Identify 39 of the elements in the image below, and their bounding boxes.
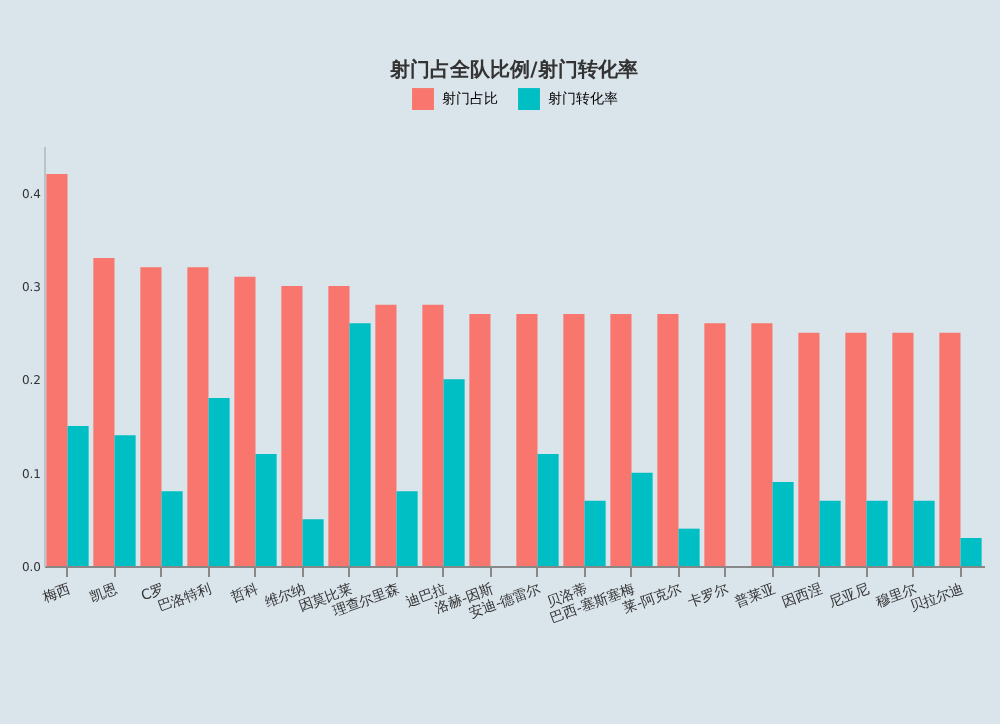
bar — [631, 472, 653, 566]
bar — [161, 491, 183, 566]
bar — [234, 276, 256, 566]
bar — [798, 332, 820, 566]
bar — [396, 491, 418, 566]
bar — [960, 538, 982, 566]
bar — [67, 426, 89, 566]
bar — [866, 500, 888, 566]
bar — [140, 267, 162, 566]
bar — [892, 332, 914, 566]
chart-title: 射门占全队比例/射门转化率 — [388, 58, 638, 82]
bar — [913, 500, 935, 566]
bar — [704, 323, 726, 566]
bar — [187, 267, 209, 566]
bar — [349, 323, 371, 566]
bar — [516, 314, 538, 566]
bar — [563, 314, 585, 566]
bar — [751, 323, 773, 566]
bar — [469, 314, 491, 566]
bar — [443, 379, 465, 566]
bar — [281, 286, 303, 566]
bar — [208, 398, 230, 566]
bar — [93, 258, 115, 566]
bar — [819, 500, 841, 566]
bar — [46, 174, 68, 566]
bar — [422, 304, 444, 566]
bar — [328, 286, 350, 566]
bar — [302, 519, 324, 566]
bar — [657, 314, 679, 566]
bar — [772, 482, 794, 566]
bar — [845, 332, 867, 566]
bar — [584, 500, 606, 566]
bar — [610, 314, 632, 566]
bar — [939, 332, 961, 566]
bar — [537, 454, 559, 566]
bar — [255, 454, 277, 566]
bar — [375, 304, 397, 566]
bar — [114, 435, 136, 566]
bar — [678, 528, 700, 566]
